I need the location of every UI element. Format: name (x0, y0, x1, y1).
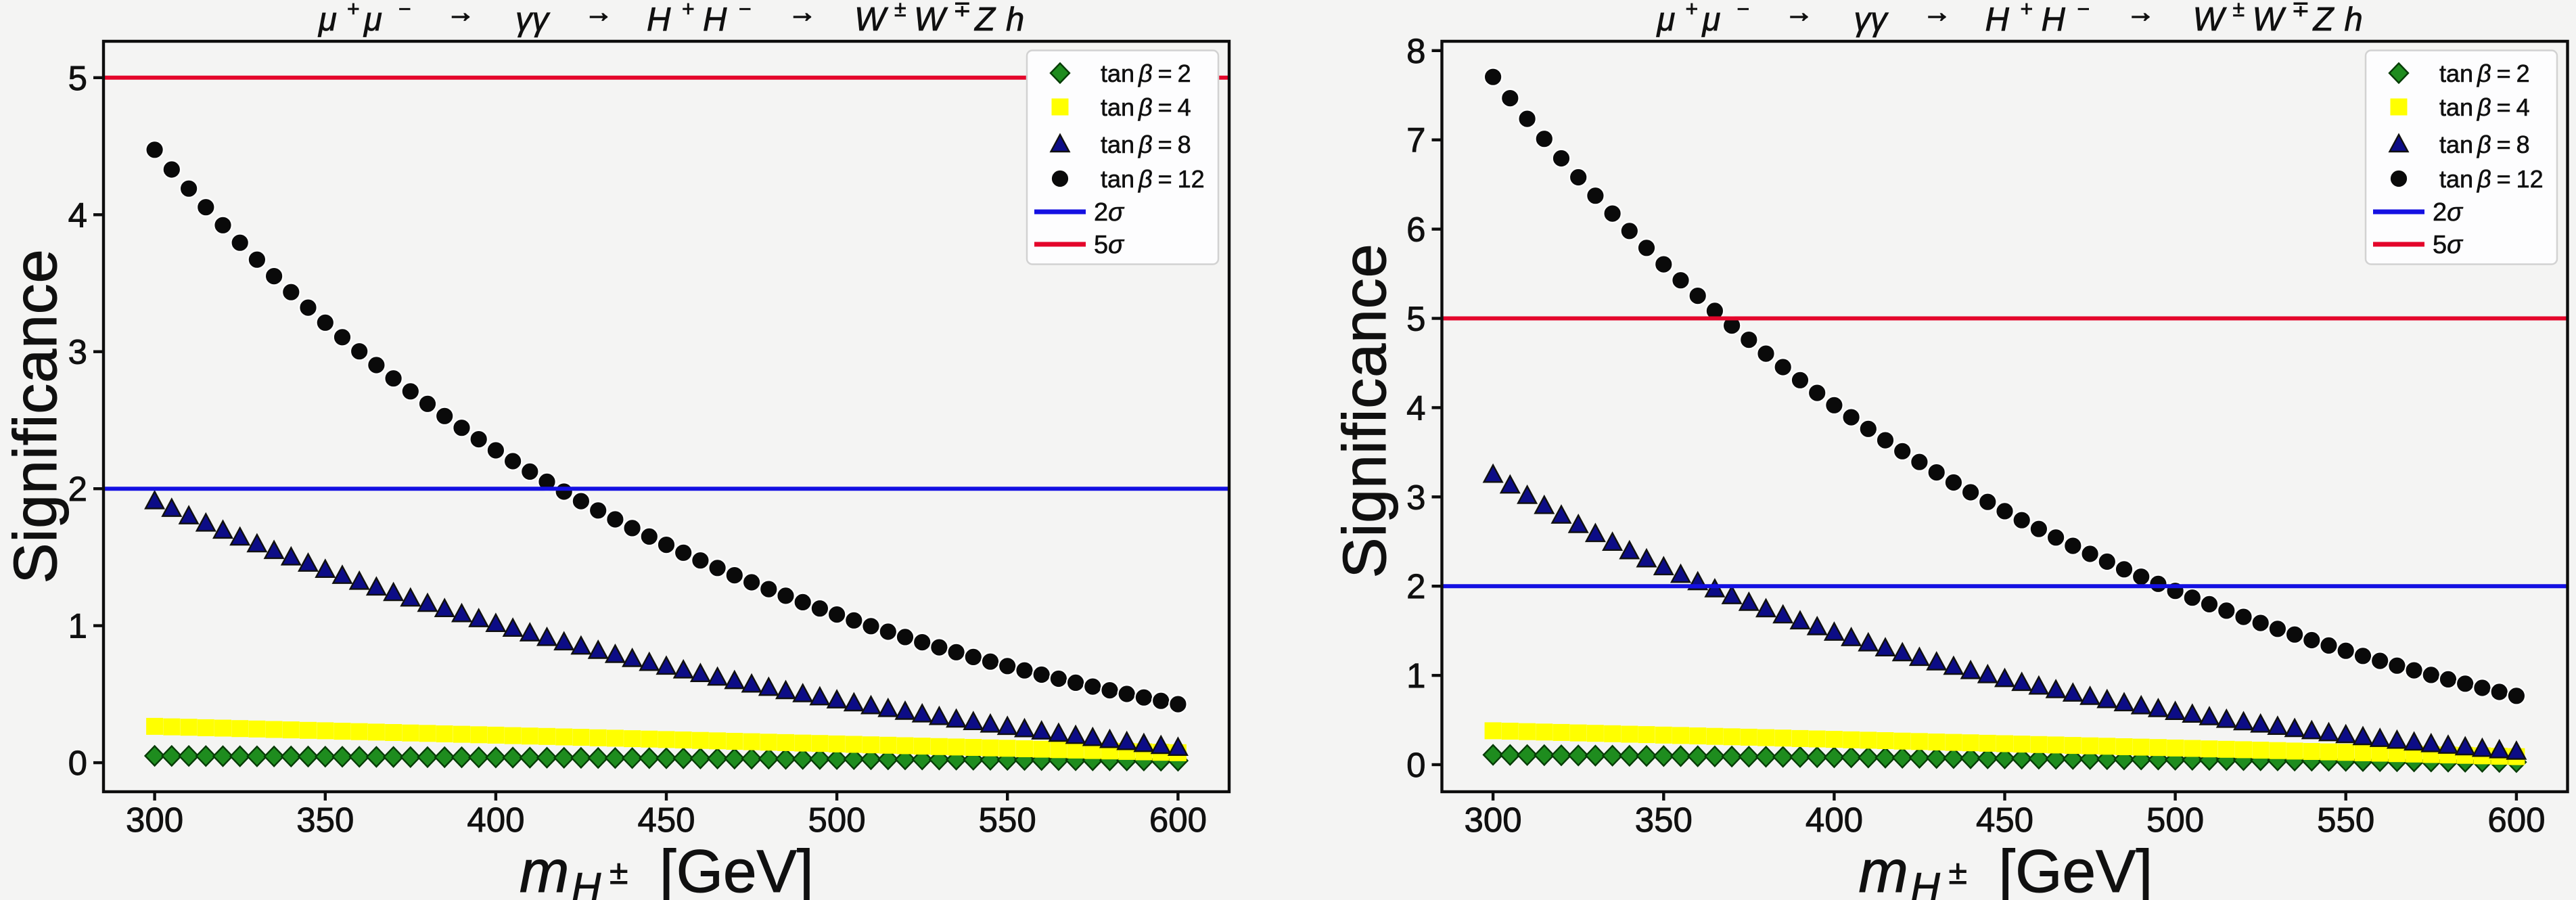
svg-text:→: → (1923, 0, 1952, 28)
svg-text:H: H (703, 1, 727, 38)
svg-text:m: m (1859, 838, 1908, 900)
svg-text:5: 5 (68, 59, 87, 97)
svg-text:[GeV]: [GeV] (660, 837, 814, 900)
svg-text:4: 4 (68, 196, 87, 234)
svg-text:W: W (2193, 1, 2228, 38)
svg-text:→: → (446, 0, 475, 28)
svg-text:W: W (854, 1, 889, 38)
svg-text:→: → (1785, 0, 1814, 28)
svg-text:+: + (682, 0, 695, 21)
svg-text:h: h (1006, 1, 1024, 38)
svg-text:h: h (2345, 1, 2363, 38)
svg-text:500: 500 (808, 801, 866, 839)
svg-text:5σ: 5σ (2433, 231, 2464, 259)
svg-text:H: H (572, 865, 601, 900)
svg-text:+: + (2021, 0, 2033, 21)
svg-text:600: 600 (2487, 801, 2545, 839)
svg-text:500: 500 (2146, 801, 2204, 839)
svg-text:W: W (914, 1, 948, 38)
svg-text:μ: μ (317, 1, 337, 38)
svg-text:μ: μ (363, 1, 382, 38)
svg-text:3: 3 (1406, 478, 1425, 516)
svg-text:400: 400 (467, 801, 524, 839)
svg-text:H: H (1985, 1, 2010, 38)
svg-text:→: → (2127, 0, 2155, 28)
svg-text:Z: Z (2313, 1, 2335, 38)
svg-text:6: 6 (1406, 210, 1425, 249)
svg-text:5: 5 (1406, 300, 1425, 338)
svg-text:−: − (739, 0, 752, 21)
svg-text:550: 550 (979, 801, 1036, 839)
svg-text:+: + (347, 0, 360, 21)
svg-text:Z: Z (974, 1, 996, 38)
svg-text:γγ: γγ (515, 1, 551, 38)
svg-text:400: 400 (1806, 801, 1863, 839)
svg-text:μ: μ (1656, 1, 1676, 38)
svg-text:2: 2 (68, 470, 87, 508)
svg-text:600: 600 (1149, 801, 1207, 839)
svg-text:[GeV]: [GeV] (1999, 837, 2153, 900)
svg-text:0: 0 (68, 744, 87, 782)
svg-text:±: ± (610, 853, 628, 891)
svg-text:450: 450 (1976, 801, 2033, 839)
svg-text:350: 350 (1635, 801, 1693, 839)
svg-text:450: 450 (637, 801, 695, 839)
svg-text:4: 4 (1406, 388, 1425, 427)
svg-text:8: 8 (1406, 32, 1425, 70)
svg-text:−: − (398, 0, 411, 21)
svg-text:γγ: γγ (1854, 1, 1889, 38)
svg-text:350: 350 (296, 801, 354, 839)
svg-text:∓: ∓ (2292, 0, 2310, 21)
svg-text:∓: ∓ (953, 0, 971, 21)
svg-text:−: − (2077, 0, 2090, 21)
svg-text:H: H (2042, 1, 2066, 38)
svg-text:+: + (1686, 0, 1699, 21)
svg-text:→: → (584, 0, 613, 28)
svg-text:3: 3 (68, 333, 87, 372)
svg-text:1: 1 (68, 607, 87, 646)
svg-text:2σ: 2σ (2433, 198, 2464, 227)
svg-text:300: 300 (126, 801, 183, 839)
svg-text:Significance: Significance (2, 249, 70, 584)
svg-text:±: ± (1949, 853, 1967, 891)
svg-text:−: − (1737, 0, 1750, 21)
svg-text:2: 2 (1406, 567, 1425, 606)
svg-text:1: 1 (1406, 656, 1425, 695)
svg-text:H: H (647, 1, 671, 38)
svg-text:H: H (1911, 865, 1941, 900)
svg-text:±: ± (2233, 0, 2245, 21)
svg-text:m: m (520, 838, 569, 900)
svg-text:±: ± (894, 0, 906, 21)
svg-text:→: → (788, 0, 816, 28)
svg-text:0: 0 (1406, 746, 1425, 784)
svg-text:7: 7 (1406, 121, 1425, 160)
svg-text:μ: μ (1701, 1, 1721, 38)
svg-text:Significance: Significance (1331, 244, 1399, 579)
svg-text:550: 550 (2317, 801, 2374, 839)
svg-text:5σ: 5σ (1094, 231, 1125, 259)
svg-text:300: 300 (1465, 801, 1522, 839)
svg-text:2σ: 2σ (1094, 198, 1125, 227)
svg-text:W: W (2253, 1, 2287, 38)
